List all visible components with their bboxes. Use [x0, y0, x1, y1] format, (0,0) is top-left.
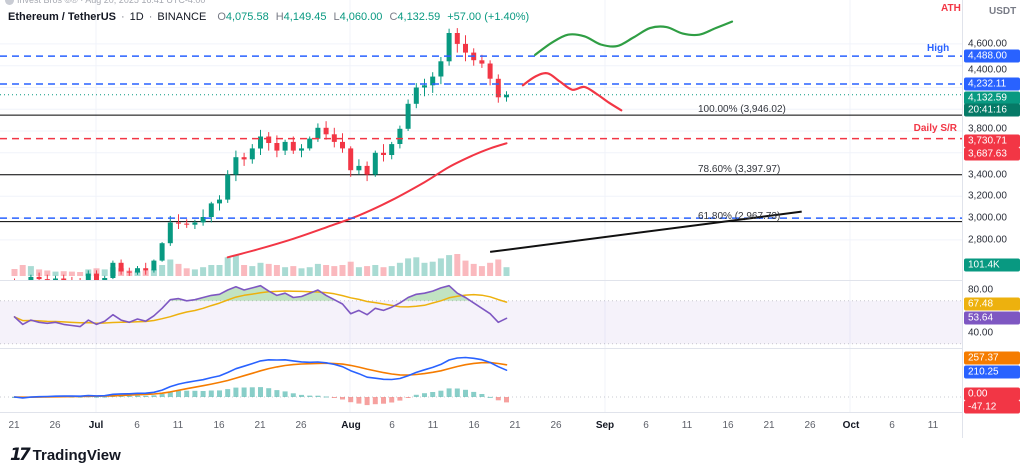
publisher-avatar-icon: [5, 0, 14, 5]
time-axis-label: 11: [927, 420, 939, 431]
ath-label[interactable]: ATH: [941, 3, 961, 14]
close-label: C: [389, 11, 398, 23]
time-axis-label: 16: [468, 420, 480, 431]
time-axis-label: 26: [550, 420, 562, 431]
symbol-name[interactable]: Ethereum / TetherUS: [8, 11, 116, 23]
separator: ·: [121, 11, 125, 23]
price-axis-badge: 4,232.11: [964, 77, 1020, 91]
time-axis-label: 21: [254, 420, 266, 431]
gridlines: [0, 0, 962, 412]
price-axis-tick: 4,600.00: [968, 38, 1007, 50]
price-axis-badge: 101.4K: [964, 258, 1020, 272]
time-axis-month-label: Aug: [341, 420, 361, 431]
price-axis-badge: 20:41:16: [964, 103, 1020, 117]
interval[interactable]: 1D: [129, 11, 144, 23]
time-axis-month-label: Jul: [88, 420, 104, 431]
price-axis-tick: 80.00: [968, 284, 994, 296]
price-axis[interactable]: USDT 4,600.00 4,488.00 4,400.00 4,232.11 4,1…: [962, 0, 1024, 438]
separator: ·: [148, 11, 153, 23]
open-label: O: [217, 11, 226, 23]
time-axis-label: 11: [681, 420, 693, 431]
footer: 17 TradingView: [0, 438, 1024, 476]
price-axis-tick: 3,800.00: [968, 123, 1007, 135]
tradingview-logo-text: TradingView: [32, 446, 121, 464]
price-axis-badge: 257.37: [964, 351, 1020, 365]
price-axis-badge: 4,488.00: [964, 49, 1020, 63]
fib-618-label[interactable]: 61.80% (2,967.73): [698, 211, 781, 222]
high-line-label[interactable]: High: [927, 43, 950, 54]
time-axis-month-label: Sep: [595, 420, 615, 431]
price-axis-badge: 0.00: [964, 387, 1020, 401]
tradingview-mark-icon: 17: [10, 445, 31, 465]
time-axis-label: 11: [427, 420, 439, 431]
macd-pane: [0, 356, 962, 406]
close-value: 4,132.59: [397, 11, 441, 23]
fib-100-label[interactable]: 100.00% (3,946.02): [698, 104, 786, 115]
price-axis-tick: 3,400.00: [968, 169, 1007, 181]
open-value: 4,075.58: [225, 11, 269, 23]
daily-sr-label[interactable]: Daily S/R: [913, 123, 957, 134]
attribution-text: Invest Bros ©® · Aug 20, 2025 16:41 UTC-…: [17, 0, 206, 5]
main-pane: [0, 20, 962, 280]
time-axis-label: 21: [509, 420, 521, 431]
time-axis-month-label: Oct: [842, 420, 860, 431]
price-axis-badge: 210.25: [964, 365, 1020, 379]
price-axis-badge: 4,132.59: [964, 91, 1020, 105]
high-value: 4,149.45: [283, 11, 327, 23]
price-axis-tick: 40.00: [968, 327, 994, 339]
ohlc-values: O4,075.58 H4,149.45 L4,060.00 C4,132.59: [217, 11, 440, 23]
price-axis-tick: 3,000.00: [968, 212, 1007, 224]
time-axis-label: 21: [8, 420, 20, 431]
quote-currency-label: USDT: [989, 6, 1017, 17]
time-axis-label: 6: [389, 420, 395, 431]
exchange[interactable]: BINANCE: [157, 11, 207, 23]
time-axis-label: 26: [295, 420, 307, 431]
price-axis-tick: 3,200.00: [968, 190, 1007, 202]
fib-786-label[interactable]: 78.60% (3,397.97): [698, 164, 781, 175]
time-axis-label: 16: [213, 420, 225, 431]
attribution: Invest Bros ©® · Aug 20, 2025 16:41 UTC-…: [5, 0, 205, 5]
time-axis[interactable]: 21 26 Jul 6 11 16 21 26 Aug 6 11 16 21 26 Sep 6 11 16 21 26…: [0, 412, 1024, 439]
time-axis-label: 6: [134, 420, 140, 431]
price-axis-badge: 3,730.71: [964, 134, 1020, 148]
time-axis-label: 6: [643, 420, 649, 431]
time-axis-label: 11: [172, 420, 184, 431]
price-axis-tick: 4,400.00: [968, 64, 1007, 76]
time-axis-label: 26: [49, 420, 61, 431]
low-value: 4,060.00: [339, 11, 383, 23]
low-label: L: [333, 11, 340, 23]
time-axis-label: 16: [722, 420, 734, 431]
price-axis-badge: 67.48: [964, 297, 1020, 311]
change-value: +57.00 (+1.40%): [447, 11, 530, 23]
rsi-pane: [0, 284, 962, 345]
chart-canvas[interactable]: [0, 0, 962, 412]
price-axis-badge: 3,687.63: [964, 147, 1020, 161]
tradingview-logo[interactable]: 17 TradingView: [10, 445, 121, 465]
price-axis-badge: -47.12: [964, 400, 1020, 414]
time-axis-label: 21: [763, 420, 775, 431]
price-axis-tick: 2,800.00: [968, 234, 1007, 246]
time-axis-label: 26: [804, 420, 816, 431]
price-axis-badge: 53.64: [964, 311, 1020, 325]
high-label: H: [275, 11, 284, 23]
symbol-header: Ethereum / TetherUS · 1D · BINANCE O4,07…: [8, 11, 529, 23]
time-axis-label: 6: [889, 420, 895, 431]
